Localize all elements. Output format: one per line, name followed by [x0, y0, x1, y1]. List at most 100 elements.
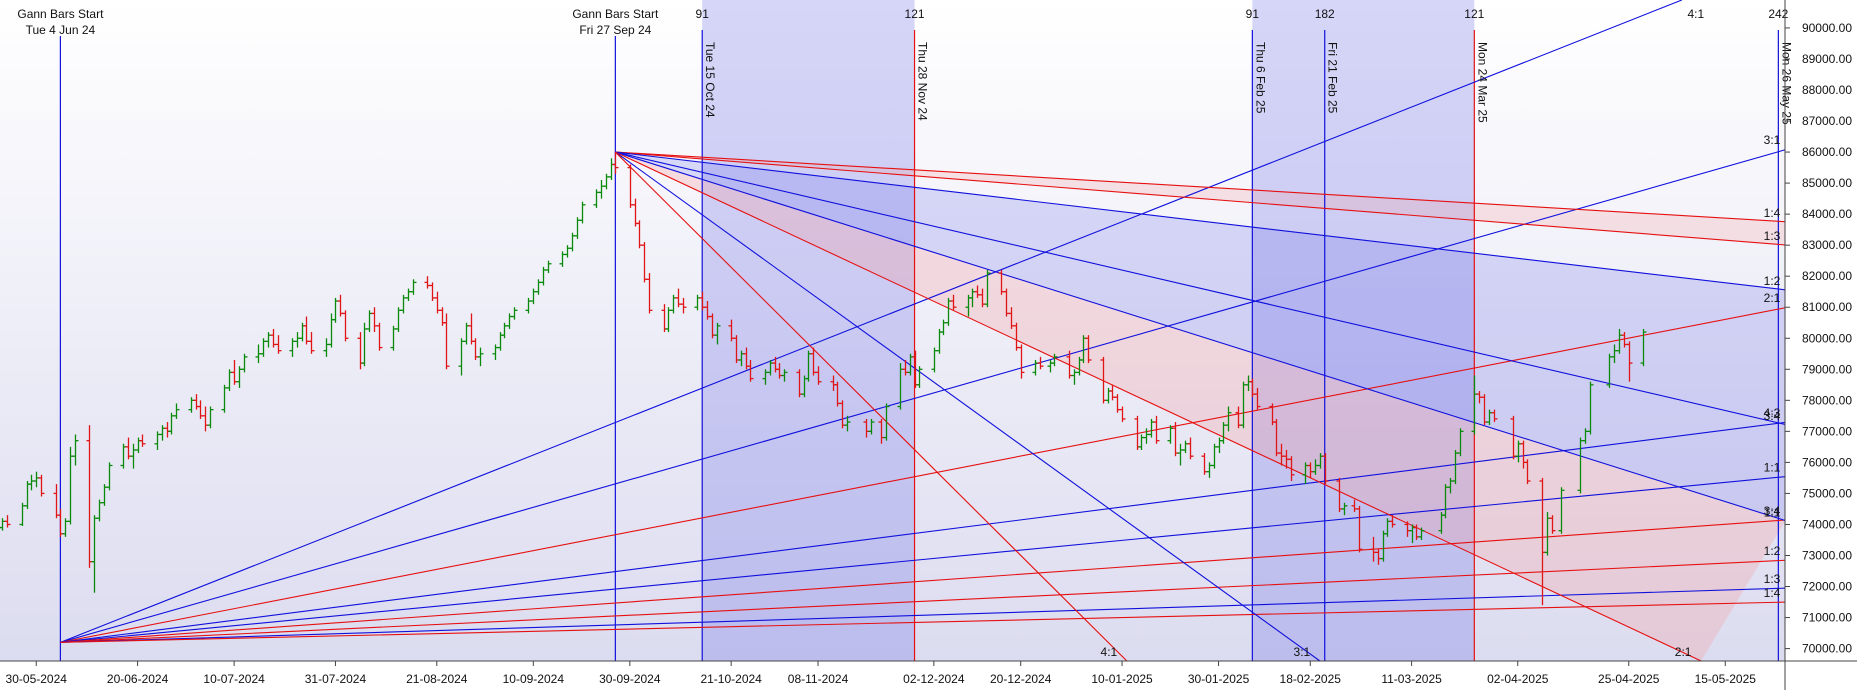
fan-up-ray [60, 421, 1785, 643]
y-tick-label: 85000.00 [1802, 176, 1852, 190]
price-bar [342, 310, 349, 342]
x-tick-label: 25-04-2025 [1598, 672, 1660, 686]
price-bar [1051, 353, 1058, 367]
price-bar [1119, 406, 1126, 423]
price-bar [815, 366, 822, 385]
fan-up-ray [60, 476, 1785, 643]
x-tick-label: 11-03-2025 [1381, 672, 1442, 686]
time-count-label: 242 [1768, 7, 1788, 21]
fan-down-ray-label: 2:1 [1675, 645, 1692, 659]
price-bar [1640, 328, 1647, 367]
time-count-label: 91 [696, 7, 710, 21]
y-tick-label: 77000.00 [1802, 424, 1852, 438]
price-bar [1288, 456, 1295, 482]
fan-up-ray-label: 1:1 [1764, 460, 1781, 474]
fan-down-ray [615, 151, 1785, 426]
price-bar [38, 474, 45, 497]
price-bar [950, 294, 957, 311]
fan-down-ray [614, 151, 1128, 661]
time-marker-label: Thu 28 Nov 24 [916, 42, 930, 121]
y-tick-label: 75000.00 [1802, 486, 1852, 500]
y-tick-label: 89000.00 [1802, 52, 1852, 66]
gann-start-date: Tue 4 Jun 24 [26, 23, 96, 37]
fan-up-ray-label: 3:4 [1764, 504, 1781, 518]
fan-up-ray-label: 4:1 [1687, 7, 1704, 21]
y-tick-label: 72000.00 [1802, 580, 1852, 594]
x-tick-label: 31-07-2024 [305, 672, 367, 686]
price-bar [443, 313, 450, 370]
price-bar [477, 347, 484, 367]
time-count-label: 182 [1315, 7, 1335, 21]
x-tick-label: 02-04-2025 [1487, 672, 1549, 686]
y-tick-label: 76000.00 [1802, 455, 1852, 469]
gann-start-title: Gann Bars Start [572, 7, 659, 21]
price-bar [1187, 437, 1194, 460]
fan-down-ray-label: 3:1 [1294, 645, 1311, 659]
price-bar [1389, 515, 1396, 528]
fan-down-ray-label: 1:3 [1764, 229, 1781, 243]
fan-up-ray [60, 307, 1785, 643]
time-marker-label: Fri 21 Feb 25 [1326, 42, 1340, 114]
price-bar [1457, 428, 1464, 457]
time-marker-label: Tue 15 Oct 24 [703, 42, 717, 118]
fan-down-ray-label: 3:4 [1764, 409, 1781, 423]
price-bar [1085, 335, 1092, 364]
price-bar [1356, 505, 1363, 553]
price-bar [106, 462, 113, 491]
price-bar [173, 403, 180, 419]
fan-up-ray [60, 587, 1785, 643]
price-bar [747, 359, 754, 382]
x-tick-label: 02-12-2024 [903, 672, 965, 686]
fan-up-ray-label: 2:1 [1764, 291, 1781, 305]
y-tick-label: 82000.00 [1802, 269, 1852, 283]
price-bar [207, 406, 214, 429]
fan-down-ray [615, 151, 1785, 223]
x-tick-label: 21-08-2024 [406, 672, 468, 686]
y-tick-label: 88000.00 [1802, 83, 1852, 97]
y-tick-label: 78000.00 [1802, 393, 1852, 407]
x-tick-label: 20-12-2024 [990, 672, 1052, 686]
y-tick-label: 83000.00 [1802, 238, 1852, 252]
price-bar [4, 515, 11, 528]
price-bar [241, 353, 248, 373]
price-bar [646, 273, 653, 314]
fan-up-ray [60, 149, 1785, 643]
price-bar [680, 297, 687, 314]
price-bar [308, 332, 315, 354]
gann-start-title: Gann Bars Start [17, 7, 104, 21]
x-tick-label: 21-10-2024 [700, 672, 762, 686]
time-count-label: 121 [1464, 7, 1484, 21]
x-tick-label: 10-07-2024 [203, 672, 265, 686]
price-bar [1524, 459, 1531, 485]
time-marker-label: Mon 24 Mar 25 [1475, 42, 1489, 123]
fan-down-ray-label: 4:1 [1101, 645, 1118, 659]
price-bar [714, 322, 721, 345]
price-bar [139, 434, 146, 447]
y-tick-label: 74000.00 [1802, 517, 1852, 531]
x-tick-label: 20-06-2024 [107, 672, 169, 686]
price-bar [1341, 502, 1348, 516]
y-tick-label: 87000.00 [1802, 114, 1852, 128]
price-bar [844, 415, 851, 432]
fan-down-ray-label: 1:4 [1764, 206, 1781, 220]
y-tick-label: 79000.00 [1802, 362, 1852, 376]
fan-down-ray [615, 151, 1321, 661]
y-tick-label: 80000.00 [1802, 331, 1852, 345]
x-tick-label: 18-02-2025 [1280, 672, 1342, 686]
fan-up-ray [60, 519, 1785, 643]
price-bar [1018, 344, 1025, 379]
price-bar [612, 152, 619, 174]
time-band [702, 0, 915, 661]
y-tick-label: 73000.00 [1802, 548, 1852, 562]
fan-up-ray [60, 559, 1785, 643]
x-tick-label: 30-09-2024 [599, 672, 661, 686]
price-bar [883, 403, 890, 441]
price-bar [1418, 527, 1425, 540]
price-bar [916, 366, 923, 388]
y-tick-label: 81000.00 [1802, 300, 1852, 314]
y-tick-label: 71000.00 [1802, 611, 1852, 625]
time-band [1252, 0, 1475, 661]
y-tick-label: 70000.00 [1802, 642, 1852, 656]
